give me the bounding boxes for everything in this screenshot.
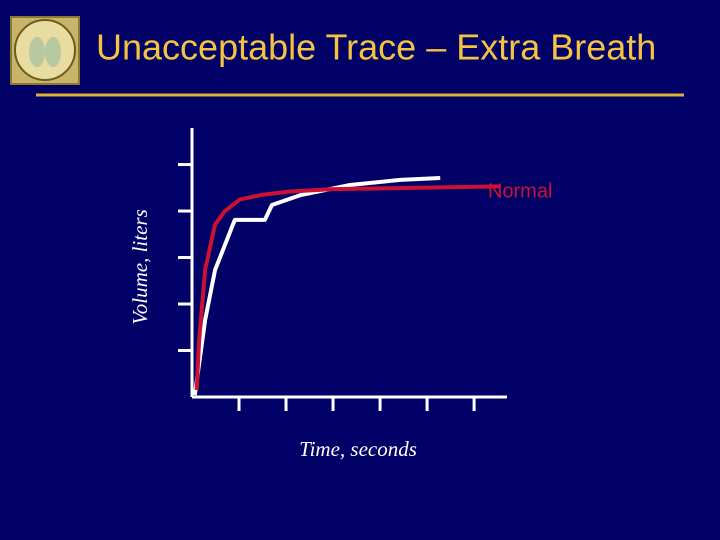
series-label: Normal	[488, 181, 552, 203]
chart-title: Unacceptable Trace – Extra Breath	[96, 27, 656, 68]
series-line	[192, 176, 441, 396]
x-axis-label: Time, seconds	[299, 437, 417, 461]
y-axis-label: Volume, liters	[128, 209, 152, 325]
series-line	[194, 184, 500, 391]
logo	[10, 16, 80, 85]
